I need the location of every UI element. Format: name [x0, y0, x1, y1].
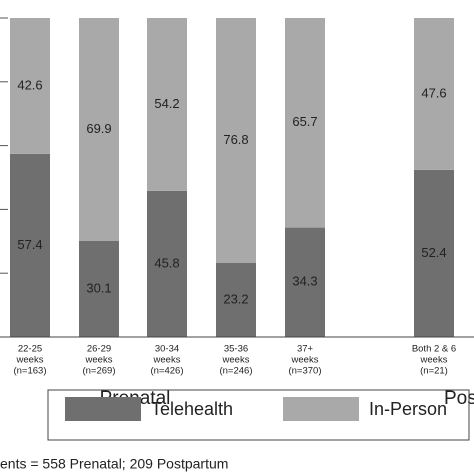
value-label: 42.6: [17, 77, 42, 92]
value-label: 76.8: [223, 132, 248, 147]
x-tick-label: weeks: [153, 355, 181, 366]
bar-segment: [414, 169, 454, 337]
bar-segment: [216, 18, 256, 263]
x-tick-label: (n=246): [219, 366, 252, 377]
value-label: 65.7: [292, 114, 317, 129]
x-tick-label: (n=21): [420, 366, 448, 377]
x-tick-label: (n=370): [288, 366, 321, 377]
x-tick-label: Both 2 & 6: [412, 344, 456, 355]
bar-segment: [216, 262, 256, 337]
x-tick-label: weeks: [222, 355, 250, 366]
bar-segment: [10, 153, 50, 337]
legend-swatch: [65, 397, 141, 421]
x-tick-label: (n=426): [150, 366, 183, 377]
value-label: 30.1: [86, 280, 111, 295]
value-label: 57.4: [17, 237, 42, 252]
x-tick-label: (n=163): [13, 366, 46, 377]
bar-segment: [147, 190, 187, 337]
bar-segment: [285, 18, 325, 228]
x-tick-label: 30-34: [155, 344, 179, 355]
legend-swatch: [283, 397, 359, 421]
value-label: 23.2: [223, 291, 248, 306]
bar-segment: [10, 18, 50, 154]
legend-box: [47, 389, 470, 441]
value-label: 52.4: [421, 245, 446, 260]
x-tick-label: weeks: [85, 355, 113, 366]
legend-label: Telehealth: [151, 399, 233, 419]
value-label: 54.2: [154, 96, 179, 111]
x-tick-label: 35-36: [224, 344, 248, 355]
bar-segment: [285, 227, 325, 337]
x-tick-label: 22-25: [18, 344, 42, 355]
value-label: 34.3: [292, 274, 317, 289]
x-tick-label: 26-29: [87, 344, 111, 355]
bar-segment: [79, 18, 119, 241]
x-tick-label: weeks: [16, 355, 44, 366]
x-tick-label: weeks: [420, 355, 448, 366]
bar-segment: [79, 240, 119, 337]
x-tick-label: weeks: [291, 355, 319, 366]
value-label: 47.6: [421, 85, 446, 100]
bar-segment: [147, 18, 187, 191]
bar-segment: [414, 18, 454, 170]
footnote: ents = 558 Prenatal; 209 Postpartum: [0, 456, 228, 472]
x-tick-label: (n=269): [82, 366, 115, 377]
group-label: Pos: [444, 388, 474, 409]
value-label: 45.8: [154, 255, 179, 270]
legend-label: In-Person: [369, 399, 447, 419]
x-tick-label: 37+: [297, 344, 314, 355]
value-label: 69.9: [86, 121, 111, 136]
